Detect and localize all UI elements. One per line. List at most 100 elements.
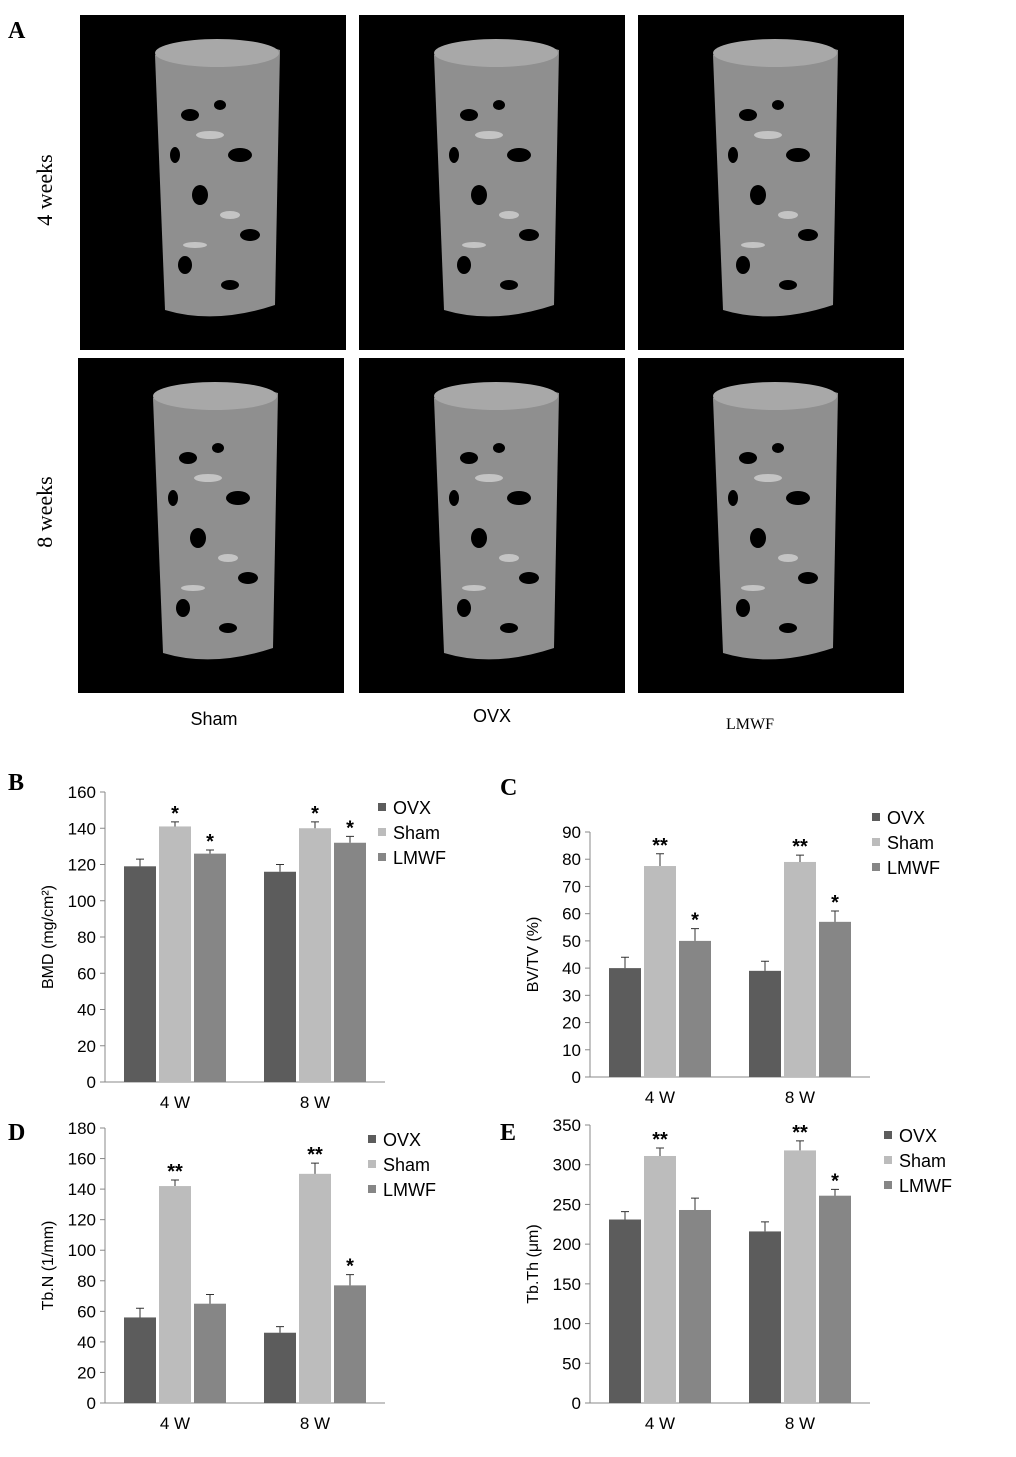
error-bar: [796, 1140, 804, 1151]
error-bar: [206, 849, 214, 854]
legend-label: LMWF: [393, 848, 446, 868]
error-bar: [656, 1147, 664, 1156]
legend-label: Sham: [887, 833, 934, 853]
significance-marker: *: [346, 817, 354, 839]
y-tick-label: 100: [553, 1315, 581, 1334]
y-tick-label: 300: [553, 1156, 581, 1175]
micro-ct-image: [638, 358, 904, 693]
y-tick-label: 160: [68, 1150, 96, 1169]
y-tick-label: 250: [553, 1195, 581, 1214]
y-tick-label: 20: [77, 1037, 96, 1056]
bar: [299, 828, 331, 1082]
bar: [644, 1155, 676, 1403]
legend-label: OVX: [899, 1126, 937, 1146]
y-axis-title: BMD (mg/cm²): [40, 885, 57, 989]
y-tick-label: 90: [562, 823, 581, 842]
y-tick-label: 10: [562, 1041, 581, 1060]
legend-label: LMWF: [383, 1180, 436, 1200]
y-tick-label: 100: [68, 892, 96, 911]
legend-label: OVX: [383, 1130, 421, 1150]
significance-marker: **: [792, 836, 808, 858]
legend-swatch: [368, 1185, 376, 1193]
significance-marker: *: [691, 910, 699, 932]
row-label: 8 weeks: [32, 476, 57, 547]
legend-swatch: [872, 838, 880, 846]
error-bar: [311, 1162, 319, 1174]
legend-swatch: [378, 803, 386, 811]
y-tick-label: 160: [68, 783, 96, 802]
bar: [299, 1173, 331, 1403]
bar: [679, 1209, 711, 1403]
y-tick-label: 140: [68, 819, 96, 838]
error-bar: [346, 835, 354, 843]
x-tick-label: 8 W: [300, 1093, 330, 1112]
bar: [264, 1332, 296, 1403]
error-bar: [136, 858, 144, 867]
y-axis-title: Tb.Th (μm): [525, 1224, 542, 1303]
bar: [159, 826, 191, 1082]
legend-label: OVX: [393, 798, 431, 818]
significance-marker: **: [652, 835, 668, 857]
panel-label: B: [8, 770, 24, 796]
legend-swatch: [872, 863, 880, 871]
bar: [264, 871, 296, 1082]
y-tick-label: 60: [562, 905, 581, 924]
legend-swatch: [884, 1131, 892, 1139]
y-tick-label: 40: [77, 1333, 96, 1352]
y-tick-label: 30: [562, 986, 581, 1005]
y-tick-label: 0: [572, 1394, 581, 1413]
bar: [679, 940, 711, 1077]
panel-label: D: [8, 1120, 25, 1146]
micro-ct-image: [638, 15, 904, 350]
bar: [194, 853, 226, 1082]
bar: [334, 842, 366, 1082]
error-bar: [136, 1307, 144, 1318]
legend-label: Sham: [899, 1151, 946, 1171]
error-bar: [276, 864, 284, 872]
y-tick-label: 0: [572, 1068, 581, 1087]
x-tick-label: 4 W: [645, 1414, 675, 1433]
y-tick-label: 140: [68, 1180, 96, 1199]
column-label: LMWF: [726, 716, 774, 733]
micro-ct-image: [359, 15, 625, 350]
legend-label: OVX: [887, 808, 925, 828]
error-bar: [761, 960, 769, 971]
y-axis-title: Tb.N (1/mm): [40, 1221, 57, 1311]
bar: [819, 1195, 851, 1403]
legend-swatch: [378, 853, 386, 861]
error-bar: [206, 1294, 214, 1304]
y-tick-label: 180: [68, 1119, 96, 1138]
bar: [644, 866, 676, 1077]
error-bar: [796, 854, 804, 862]
x-tick-label: 4 W: [645, 1088, 675, 1107]
y-tick-label: 0: [87, 1394, 96, 1413]
legend-swatch: [872, 813, 880, 821]
bar: [609, 968, 641, 1077]
error-bar: [761, 1221, 769, 1232]
bar: [749, 1231, 781, 1403]
legend-label: LMWF: [899, 1176, 952, 1196]
error-bar: [346, 1274, 354, 1286]
y-tick-label: 200: [553, 1235, 581, 1254]
legend-label: LMWF: [887, 858, 940, 878]
bar: [784, 861, 816, 1077]
panel-label: E: [500, 1120, 516, 1146]
bar: [124, 866, 156, 1082]
y-tick-label: 120: [68, 1211, 96, 1230]
y-tick-label: 150: [553, 1275, 581, 1294]
y-tick-label: 0: [87, 1073, 96, 1092]
error-bar: [171, 1179, 179, 1187]
y-tick-label: 60: [77, 1302, 96, 1321]
y-tick-label: 20: [562, 1014, 581, 1033]
bar: [609, 1219, 641, 1403]
legend-swatch: [884, 1181, 892, 1189]
significance-marker: *: [346, 1256, 354, 1278]
y-tick-label: 120: [68, 856, 96, 875]
bar: [194, 1303, 226, 1403]
y-tick-label: 20: [77, 1363, 96, 1382]
y-tick-label: 70: [562, 877, 581, 896]
significance-marker: *: [206, 831, 214, 853]
panel-label: A: [8, 18, 26, 44]
y-tick-label: 50: [562, 1354, 581, 1373]
y-tick-label: 60: [77, 964, 96, 983]
